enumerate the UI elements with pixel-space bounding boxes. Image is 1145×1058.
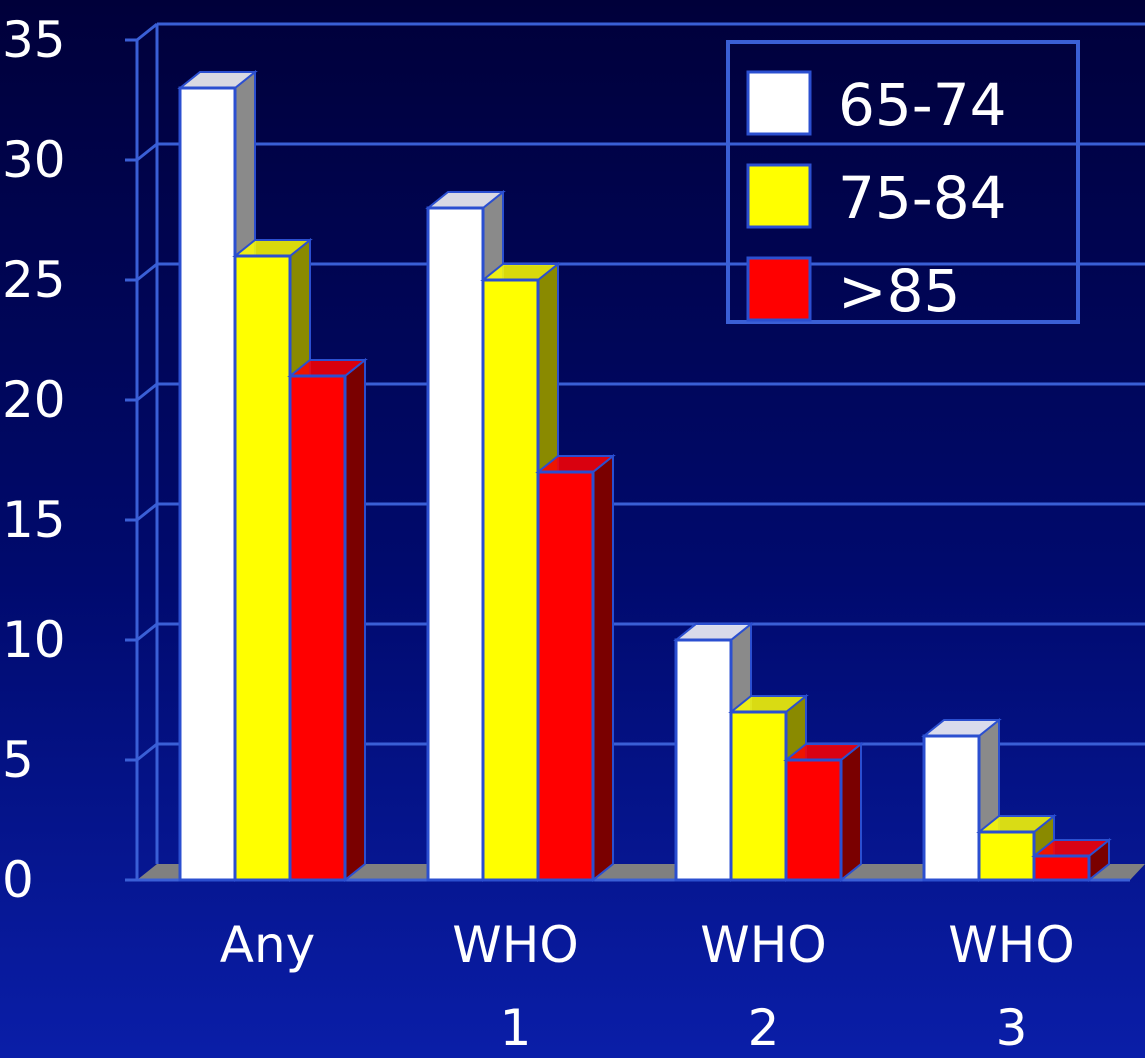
- legend-swatch: [746, 70, 812, 136]
- gridline-side: [136, 742, 158, 762]
- gridline-side: [136, 262, 158, 282]
- y-tick-label: 15: [2, 491, 66, 549]
- category-labels: Any WHO 1 WHO 2 WHO 3: [220, 916, 1075, 1057]
- legend-label: 65-74: [838, 71, 1007, 139]
- y-axis: 0 5 10 15 20 25 30 35: [2, 11, 159, 909]
- legend-box: [726, 40, 1080, 324]
- gridline-side: [136, 382, 158, 402]
- y-tick-label: 10: [2, 611, 66, 669]
- legend-item: 65-74: [746, 70, 1007, 139]
- legend-item: >85: [746, 256, 960, 325]
- y-tick-label: 0: [2, 851, 34, 909]
- gridline-side: [136, 142, 158, 162]
- gridline-side: [136, 22, 158, 42]
- bar: [1031, 837, 1112, 883]
- legend-swatch: [746, 256, 812, 322]
- y-tick-label: 30: [2, 131, 66, 189]
- x-category-label: WHO 1: [452, 916, 578, 1057]
- bar: [535, 453, 616, 883]
- floor-plane: [137, 864, 1145, 880]
- legend-swatch: [746, 163, 812, 229]
- legend-label: >85: [838, 257, 960, 325]
- y-tick-label: 35: [2, 11, 66, 69]
- x-category-label: WHO 2: [700, 916, 826, 1057]
- legend-item: 75-84: [746, 163, 1007, 232]
- gridline-side: [136, 502, 158, 522]
- x-category-label: Any: [220, 916, 315, 974]
- bar: [783, 741, 864, 883]
- legend-label: 75-84: [838, 164, 1007, 232]
- bar: [287, 357, 368, 883]
- gridline-side: [136, 622, 158, 642]
- legend: 65-74 75-84 >85: [726, 40, 1080, 325]
- y-tick-label: 20: [2, 371, 66, 429]
- y-tick-label: 5: [2, 731, 34, 789]
- y-tick-label: 25: [2, 251, 66, 309]
- x-category-label: WHO 3: [948, 916, 1074, 1057]
- bars: [177, 69, 1112, 883]
